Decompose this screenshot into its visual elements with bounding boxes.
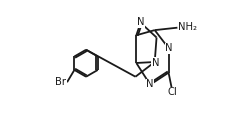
Text: N: N — [146, 79, 154, 89]
Text: N: N — [165, 43, 173, 53]
Text: Br: Br — [55, 77, 67, 87]
Text: N: N — [137, 17, 144, 27]
Text: NH₂: NH₂ — [178, 22, 197, 32]
Text: Cl: Cl — [168, 87, 178, 97]
Text: N: N — [151, 58, 159, 68]
